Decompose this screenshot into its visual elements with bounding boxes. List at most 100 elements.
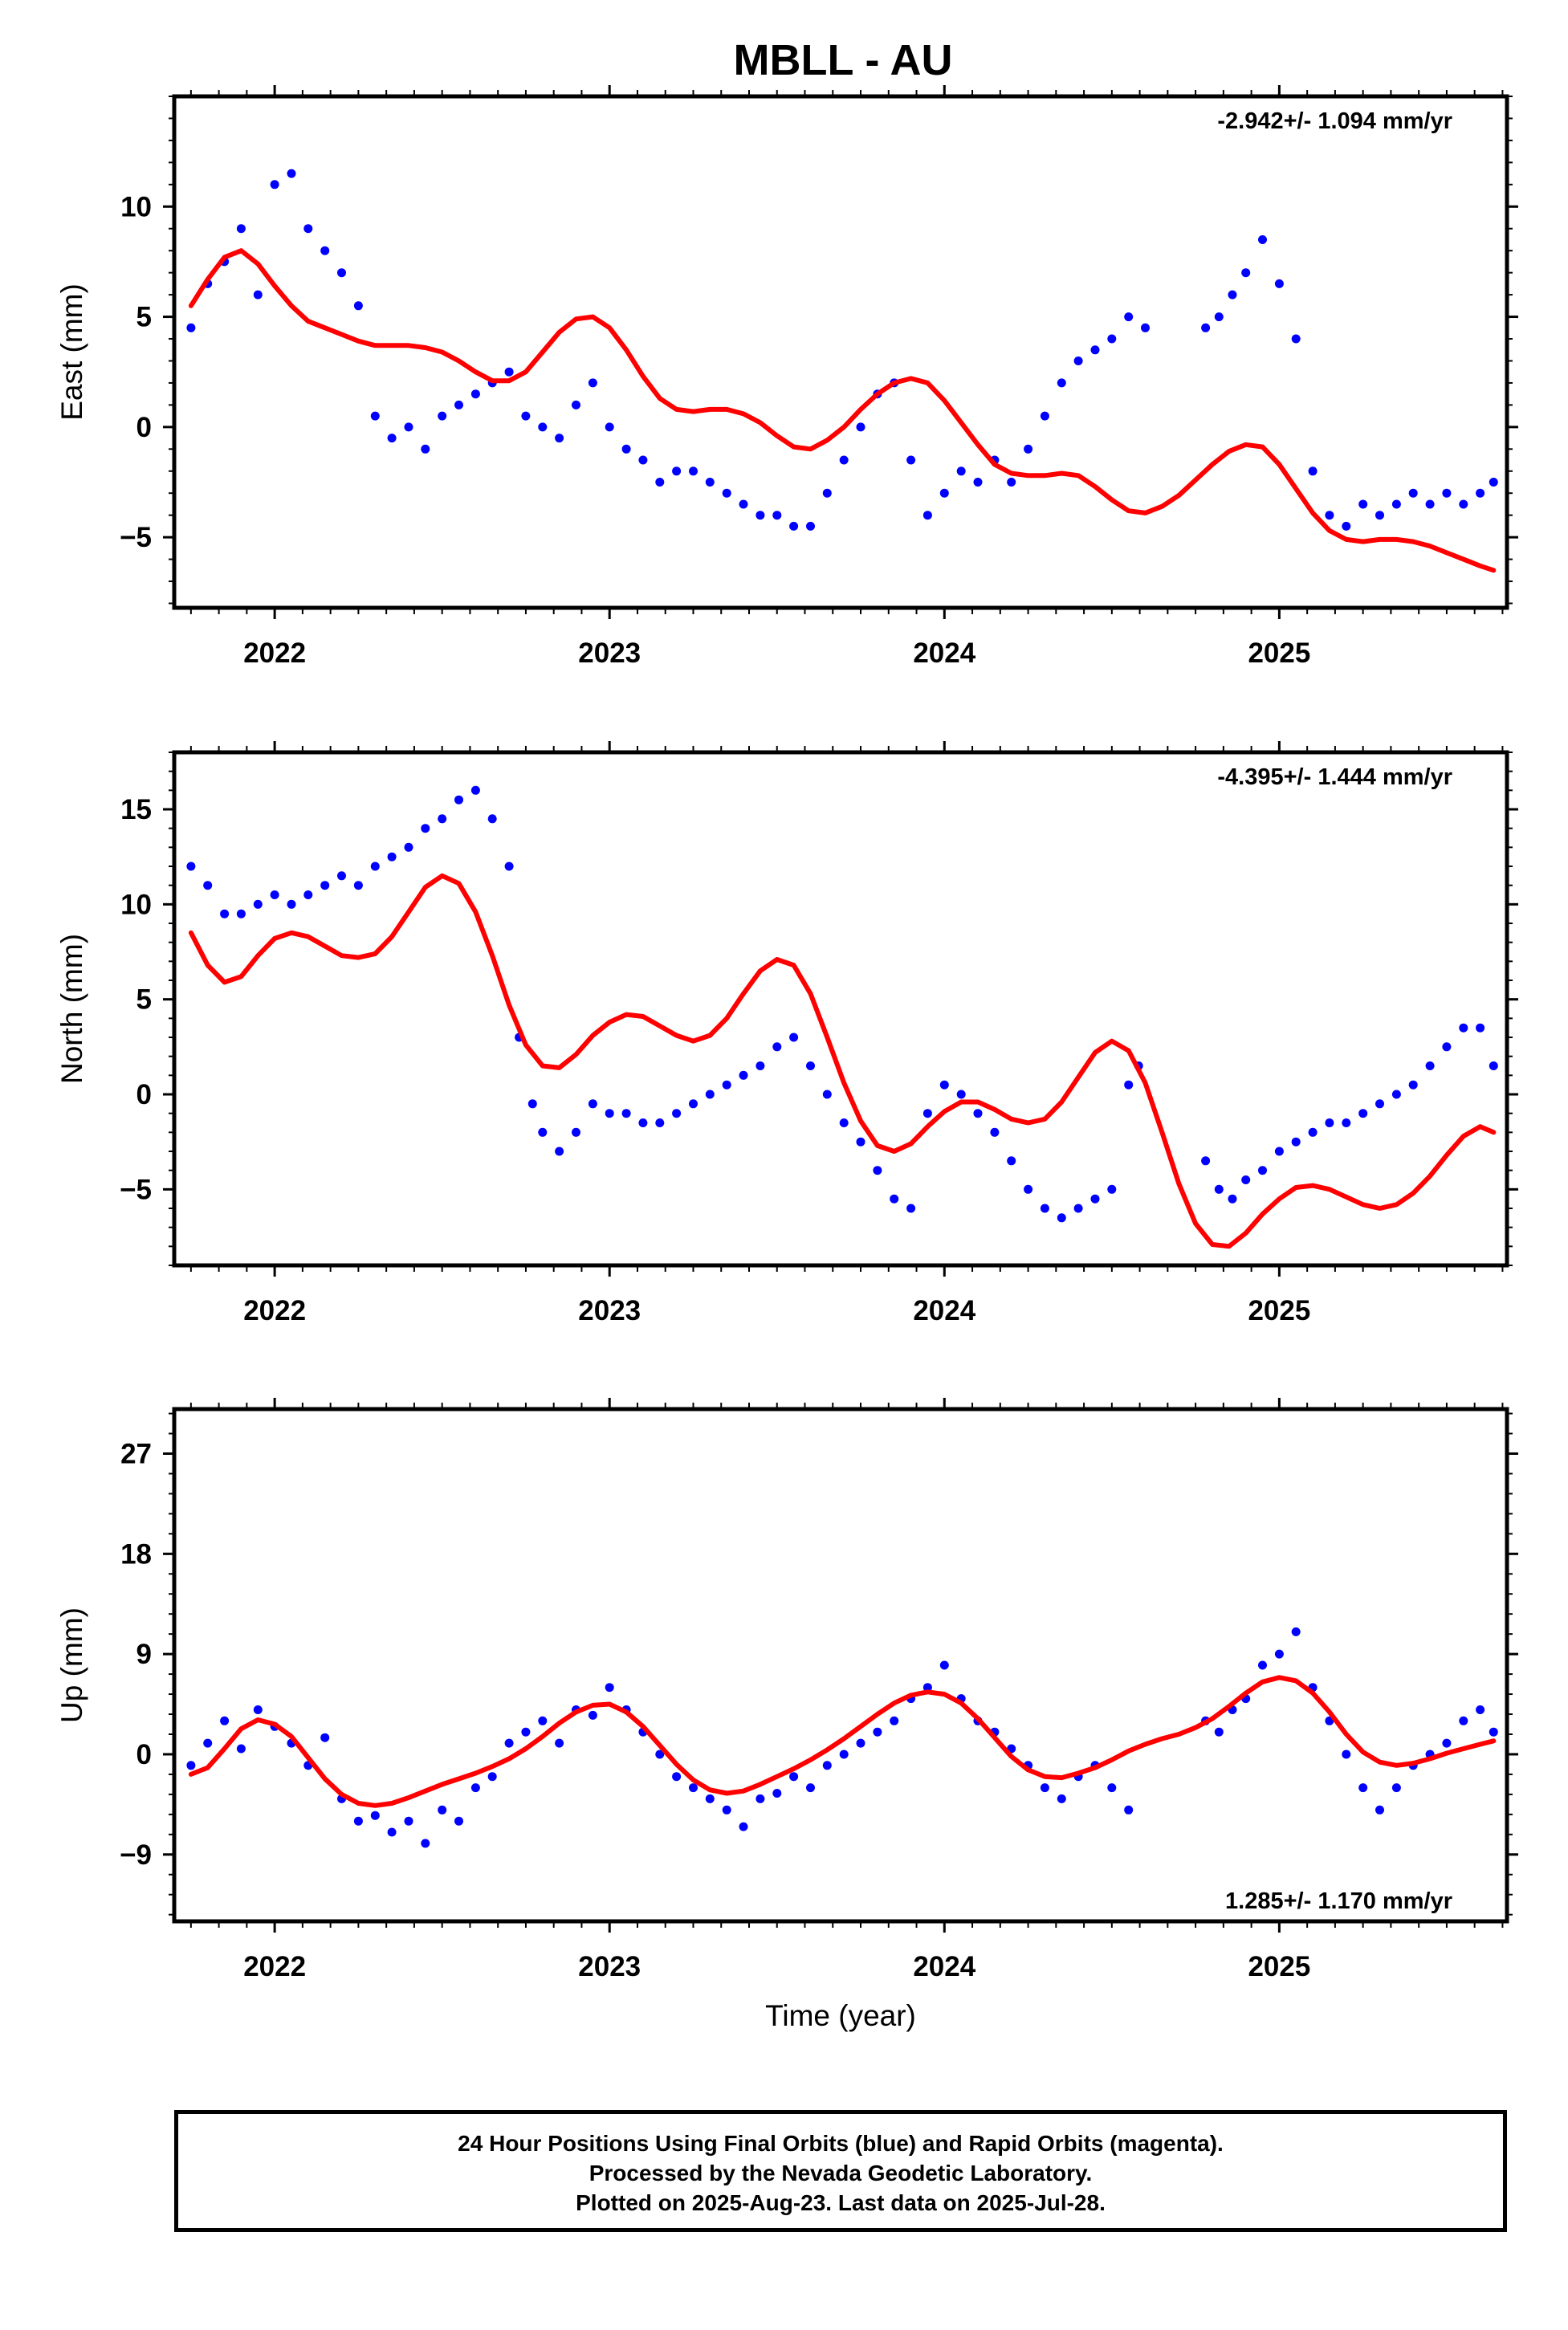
east-data-point <box>839 455 849 465</box>
up-data-point <box>470 1783 480 1793</box>
east-data-point <box>1325 511 1334 520</box>
up-data-point <box>672 1772 682 1782</box>
north-data-point <box>572 1127 580 1137</box>
east-data-point <box>1241 268 1251 278</box>
east-data-point <box>504 367 514 377</box>
north-data-point <box>555 1147 564 1156</box>
up-data-point <box>454 1816 463 1826</box>
up-data-point <box>605 1683 614 1693</box>
up-data-point <box>1391 1783 1401 1793</box>
up-ytick-label: 0 <box>136 1739 152 1770</box>
north-data-point <box>1073 1204 1083 1213</box>
north-data-point <box>839 1118 849 1127</box>
east-data-point <box>1308 466 1318 476</box>
east-data-point <box>1274 279 1284 288</box>
north-data-point <box>186 862 196 871</box>
north-data-point <box>605 1109 614 1118</box>
east-data-point <box>973 478 983 487</box>
up-data-point <box>689 1783 698 1793</box>
north-data-point <box>421 824 430 833</box>
north-data-point <box>739 1070 748 1080</box>
north-data-point <box>470 785 480 795</box>
east-data-point <box>705 478 715 487</box>
north-data-point <box>806 1061 815 1070</box>
footer-line-plotted: Plotted on 2025-Aug-23. Last data on 202… <box>576 2190 1106 2215</box>
up-data-point <box>873 1727 882 1737</box>
east-ytick-label: 0 <box>136 412 152 443</box>
east-data-point <box>1124 312 1134 322</box>
north-data-point <box>353 881 363 890</box>
east-data-point <box>772 511 782 520</box>
up-xtick-label: 2024 <box>913 1951 975 1982</box>
north-data-point <box>1358 1109 1368 1118</box>
east-data-point <box>253 290 263 299</box>
east-data-point <box>555 434 564 443</box>
east-data-point <box>421 444 430 454</box>
east-data-point <box>939 488 949 498</box>
up-data-point <box>1274 1649 1284 1659</box>
east-data-point <box>1342 521 1351 531</box>
east-data-point <box>1024 444 1033 454</box>
east-data-point <box>538 422 548 432</box>
north-data-point <box>1459 1023 1468 1033</box>
east-data-point <box>1090 345 1100 355</box>
up-data-point <box>772 1789 782 1798</box>
north-data-point <box>890 1194 899 1204</box>
east-data-point <box>789 521 799 531</box>
north-data-point <box>1442 1042 1452 1052</box>
up-data-point <box>705 1794 715 1803</box>
east-points <box>186 169 1498 531</box>
north-data-point <box>939 1080 949 1090</box>
north-data-point <box>1291 1137 1301 1147</box>
east-data-point <box>1476 488 1485 498</box>
east-ytick-label: −5 <box>120 522 152 553</box>
up-data-point <box>822 1761 832 1770</box>
east-data-point <box>521 411 531 421</box>
up-data-point <box>387 1827 397 1837</box>
east-data-point <box>186 323 196 332</box>
east-data-point <box>1201 323 1211 332</box>
east-data-point <box>438 411 447 421</box>
east-ytick-label: 10 <box>120 191 152 222</box>
up-data-point <box>370 1811 380 1820</box>
east-panel: −5 0 5 10 2022 2023 2024 2025 East (mm) -2.942+/-… <box>55 85 1518 669</box>
north-data-point <box>387 852 397 862</box>
north-data-point <box>973 1109 983 1118</box>
up-data-point <box>1489 1727 1498 1737</box>
north-data-point <box>672 1109 682 1118</box>
east-data-point <box>1040 411 1049 421</box>
north-data-point <box>1057 1213 1066 1223</box>
east-frame <box>172 94 1509 610</box>
north-ytick-label: 15 <box>120 794 152 825</box>
north-data-point <box>454 795 463 805</box>
east-data-point <box>1408 488 1418 498</box>
up-rate-label: 1.285+/- 1.170 mm/yr <box>1225 1888 1452 1914</box>
north-xtick-label: 2025 <box>1248 1295 1310 1326</box>
east-data-point <box>236 224 246 234</box>
up-ytick-label: 27 <box>120 1438 152 1469</box>
north-xtick-label: 2022 <box>243 1295 306 1326</box>
east-data-point <box>1258 235 1267 244</box>
footer-note: 24 Hour Positions Using Final Orbits (bl… <box>174 2110 1507 2232</box>
east-xtick-label: 2025 <box>1248 637 1310 669</box>
north-ylabel: North (mm) <box>55 934 88 1084</box>
up-ytick-label: 9 <box>136 1639 152 1670</box>
north-data-point <box>1476 1023 1485 1033</box>
north-data-point <box>236 909 246 919</box>
north-data-point <box>1308 1127 1318 1137</box>
north-data-point <box>1201 1156 1211 1166</box>
east-data-point <box>320 246 330 255</box>
up-data-point <box>1476 1705 1485 1714</box>
up-data-point <box>1342 1750 1351 1759</box>
up-data-point <box>939 1660 949 1670</box>
up-data-point <box>186 1761 196 1770</box>
up-points <box>186 1627 1498 1848</box>
up-data-point <box>806 1783 815 1793</box>
east-data-point <box>906 455 916 465</box>
north-data-point <box>253 899 263 909</box>
north-data-point <box>538 1127 548 1137</box>
east-data-point <box>1228 290 1237 299</box>
north-data-point <box>1408 1080 1418 1090</box>
up-data-point <box>504 1738 514 1748</box>
east-data-point <box>655 478 665 487</box>
